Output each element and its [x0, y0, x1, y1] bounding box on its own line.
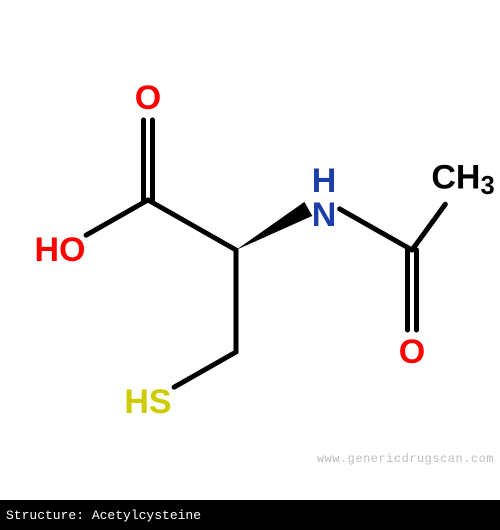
atom-label-o3: O — [399, 335, 425, 369]
atom-label-o1: O — [135, 81, 161, 115]
atom-label-c4: CH3 — [431, 161, 494, 200]
atom-label-n: HN — [312, 164, 337, 232]
caption-bar: Structure: Acetylcysteine — [0, 500, 500, 530]
atom-label-s: HS — [124, 385, 171, 419]
watermark-text: www.genericdrugscan.com — [317, 452, 494, 466]
caption-text: Structure: Acetylcysteine — [6, 508, 201, 523]
structure-canvas: O HO HN O CH3 HS www.genericdrugscan.com — [0, 0, 500, 500]
atom-label-o2: HO — [35, 233, 86, 267]
